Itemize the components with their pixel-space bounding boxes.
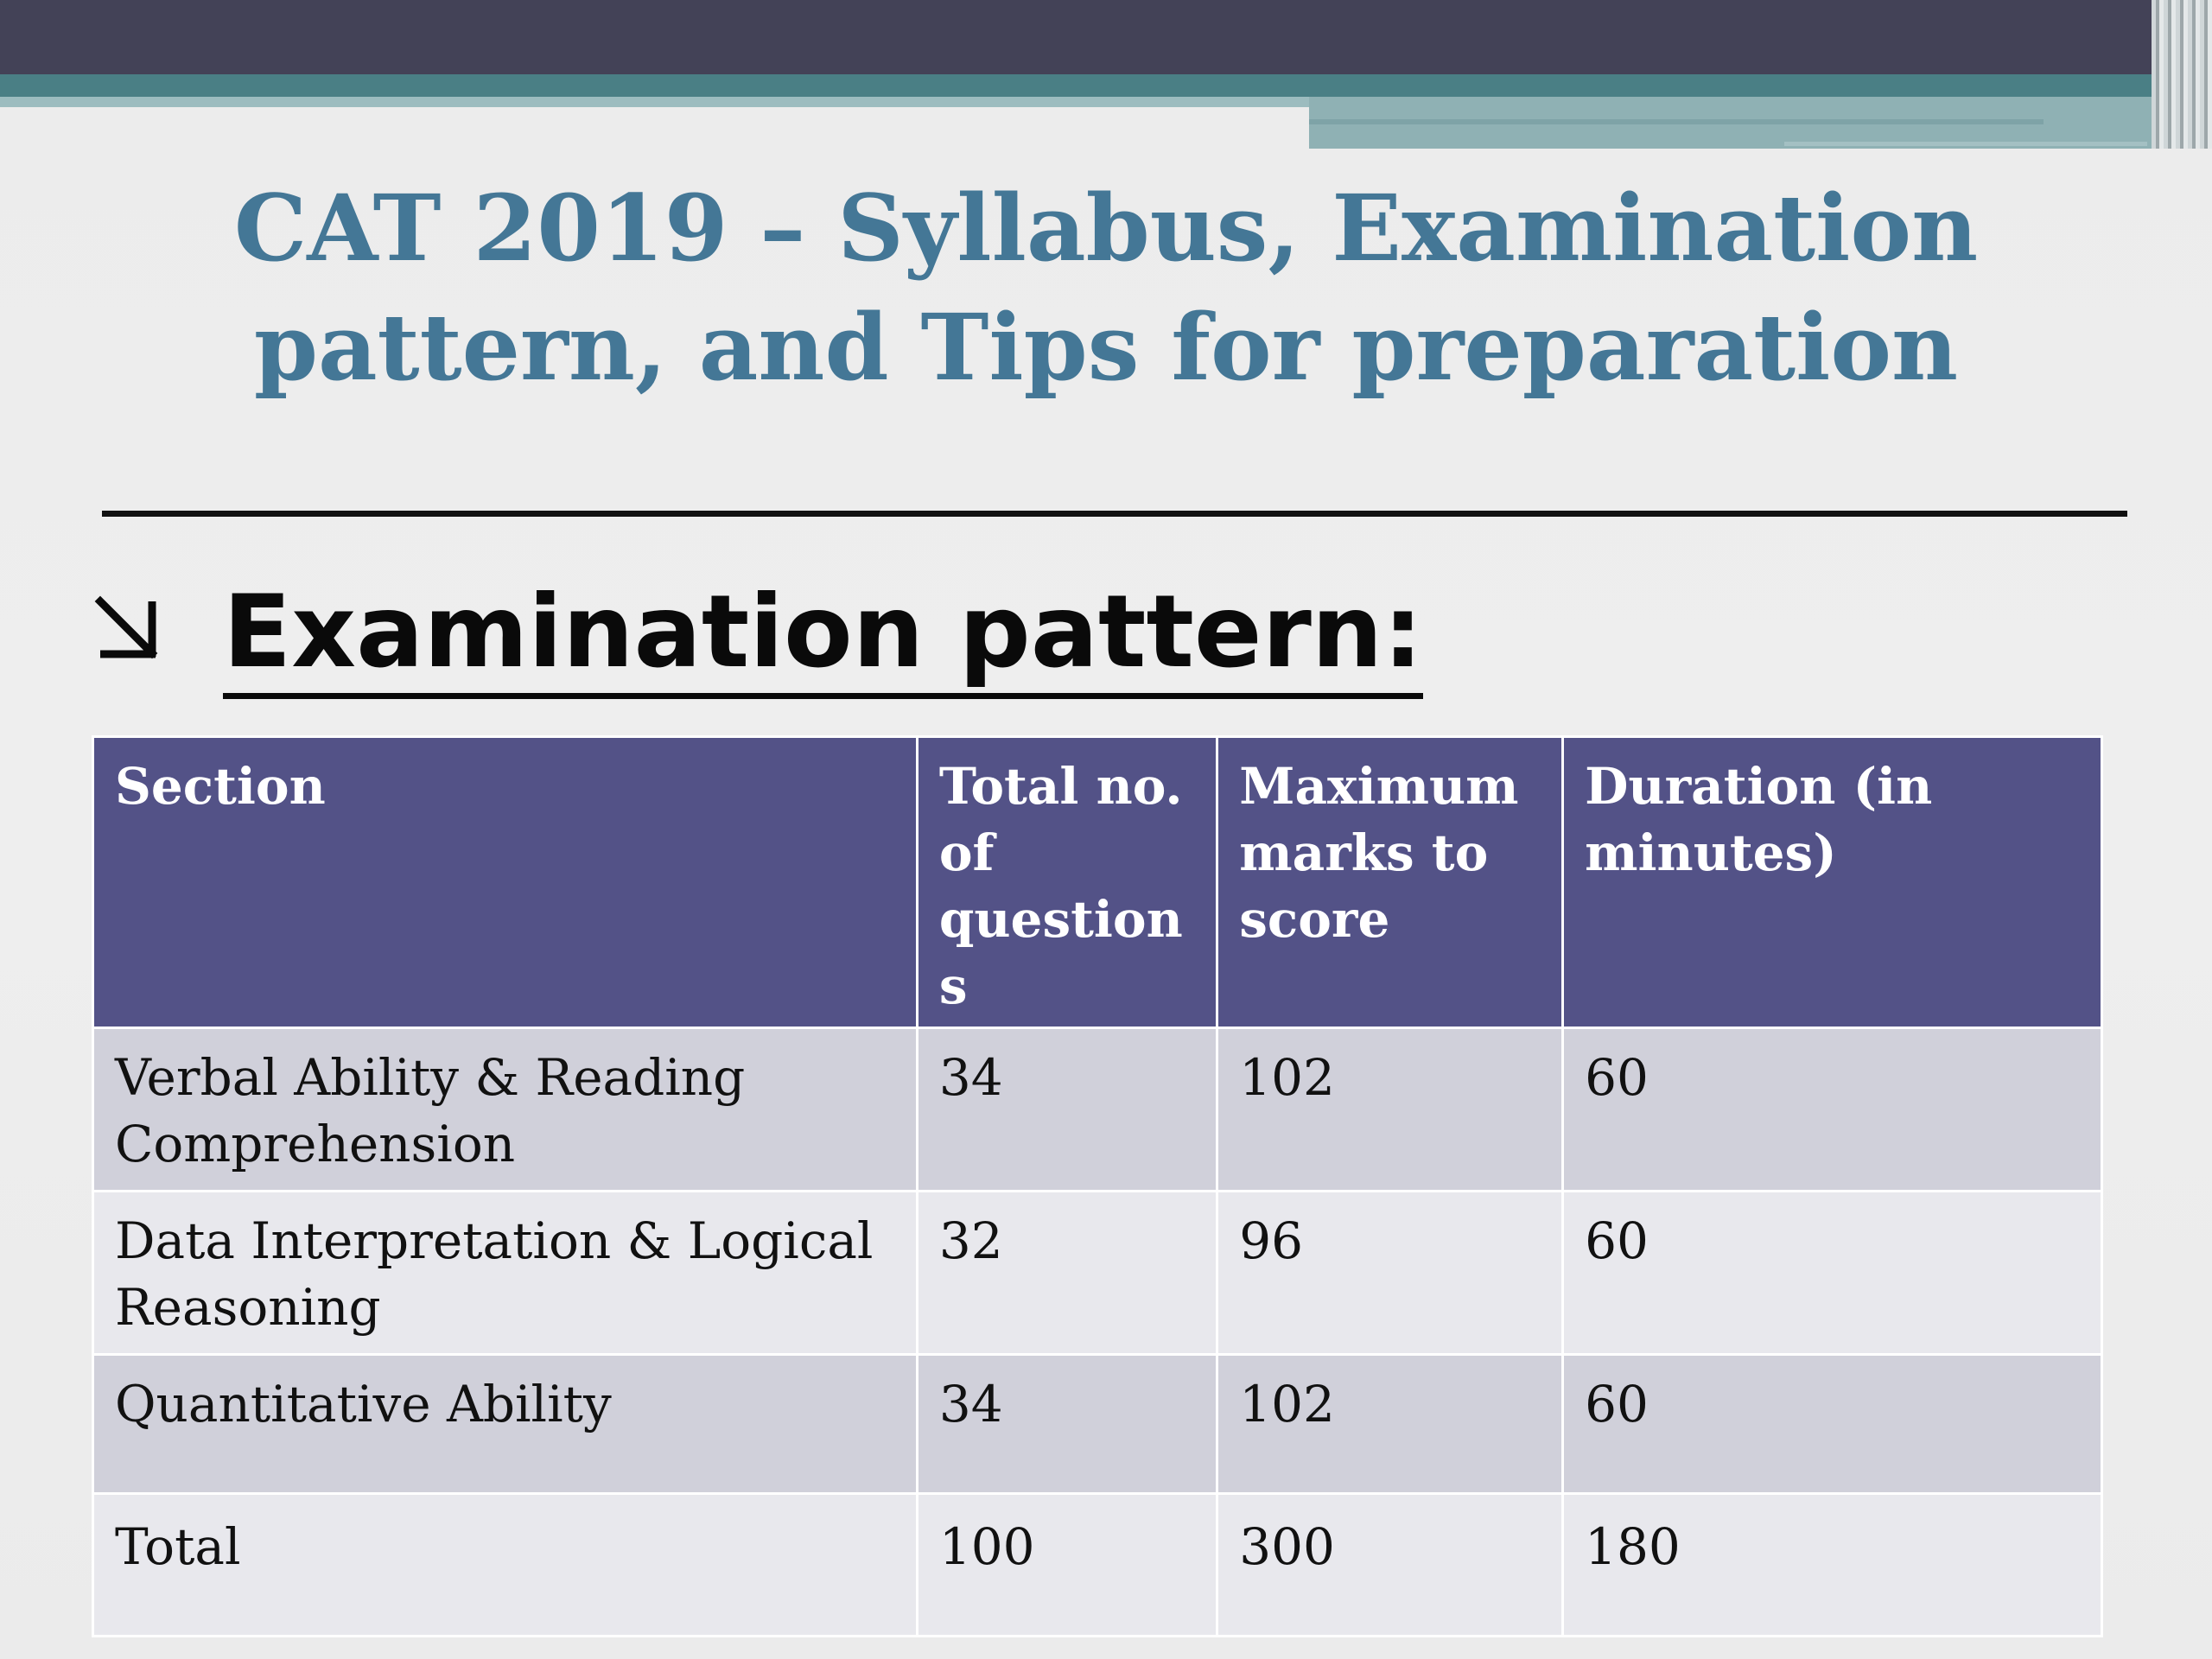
section-heading: Examination pattern:	[223, 572, 1423, 699]
table-header-row: Section Total no. of question s Maximum …	[92, 735, 2103, 1029]
cell-section: Data Interpretation & Logical Reasoning	[92, 1190, 918, 1356]
cell-questions: 34	[915, 1027, 1219, 1192]
cell-marks: 102	[1216, 1353, 1565, 1495]
cell-section: Total	[92, 1492, 918, 1637]
cell-duration: 180	[1561, 1492, 2103, 1637]
header-duration: Duration (in minutes)	[1561, 735, 2103, 1029]
teal-decorative-strip	[0, 74, 2212, 97]
exam-pattern-table: Section Total no. of question s Maximum …	[92, 735, 2103, 1637]
header-section: Section	[92, 735, 918, 1029]
table-row: Quantitative Ability 34 102 60	[92, 1353, 2103, 1495]
cell-duration: 60	[1561, 1190, 2103, 1356]
cell-duration: 60	[1561, 1353, 2103, 1495]
table-row: Verbal Ability & Reading Comprehension 3…	[92, 1027, 2103, 1192]
cell-marks: 96	[1216, 1190, 1565, 1356]
header-questions: Total no. of question s	[915, 735, 1219, 1029]
table-row: Data Interpretation & Logical Reasoning …	[92, 1190, 2103, 1356]
corner-decorative-bars	[2152, 0, 2212, 149]
cell-duration: 60	[1561, 1027, 2103, 1192]
cell-questions: 32	[915, 1190, 1219, 1356]
cell-questions: 34	[915, 1353, 1219, 1495]
teal-decorative-line	[1309, 119, 2044, 124]
teal-decorative-line	[1784, 142, 2147, 146]
cell-questions: 100	[915, 1492, 1219, 1637]
header-marks: Maximum marks to score	[1216, 735, 1565, 1029]
arrow-down-right-icon	[94, 595, 158, 659]
cell-section: Quantitative Ability	[92, 1353, 918, 1495]
slide-title: CAT 2019 – Syllabus, Examination pattern…	[233, 174, 1979, 401]
title-divider	[102, 511, 2127, 517]
cell-marks: 102	[1216, 1027, 1565, 1192]
top-decorative-band	[0, 0, 2212, 74]
table-row-total: Total 100 300 180	[92, 1492, 2103, 1637]
cell-section: Verbal Ability & Reading Comprehension	[92, 1027, 918, 1192]
teal-light-strip	[0, 97, 1309, 107]
cell-marks: 300	[1216, 1492, 1565, 1637]
